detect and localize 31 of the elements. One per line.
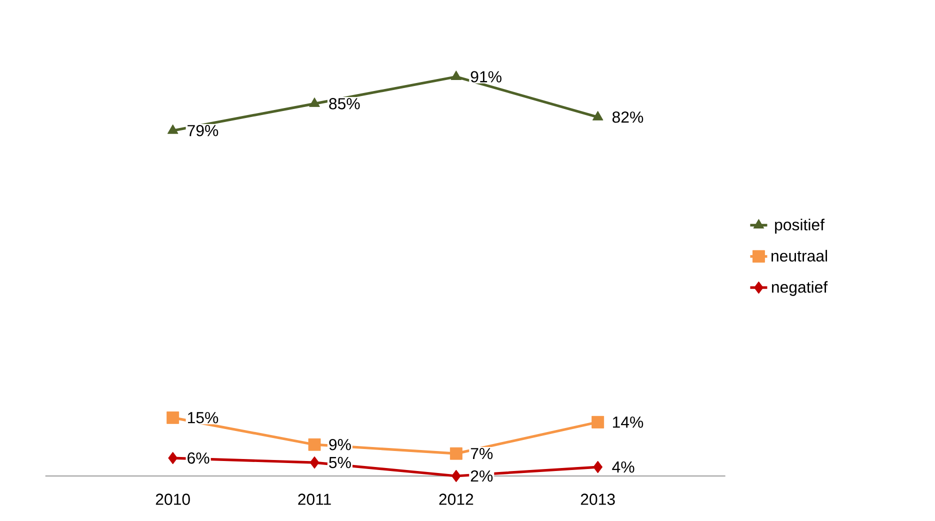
data-label: 5%: [329, 456, 351, 468]
data-label: 14%: [612, 416, 644, 428]
data-label: 6%: [188, 452, 210, 464]
point: [451, 470, 461, 482]
point: [592, 416, 604, 428]
legend-label: positief: [775, 218, 825, 234]
data-label: 4%: [612, 461, 634, 472]
point: [310, 456, 320, 469]
x-tick-label: 2010: [156, 494, 190, 505]
point: [309, 97, 320, 107]
data-label: 82%: [612, 111, 644, 123]
x-tick-label: 2012: [439, 494, 474, 505]
point: [167, 124, 178, 134]
data-label: 85%: [329, 98, 360, 110]
data-label: 91%: [470, 70, 502, 82]
data-label: 79%: [188, 124, 218, 136]
x-tick-label: 2011: [298, 494, 331, 505]
data-label: 7%: [470, 448, 493, 459]
x-tick-label: 2013: [580, 494, 615, 505]
point: [593, 460, 603, 474]
legend-label: neutraal: [772, 250, 827, 262]
point: [308, 438, 321, 451]
point: [450, 70, 462, 80]
data-label: 2%: [470, 470, 493, 482]
data-label: 15%: [188, 412, 218, 424]
point: [168, 452, 178, 464]
legend-label: negatief: [772, 280, 828, 296]
point: [166, 411, 180, 424]
data-label: 9%: [329, 438, 351, 450]
point: [592, 110, 604, 120]
point: [450, 447, 462, 460]
